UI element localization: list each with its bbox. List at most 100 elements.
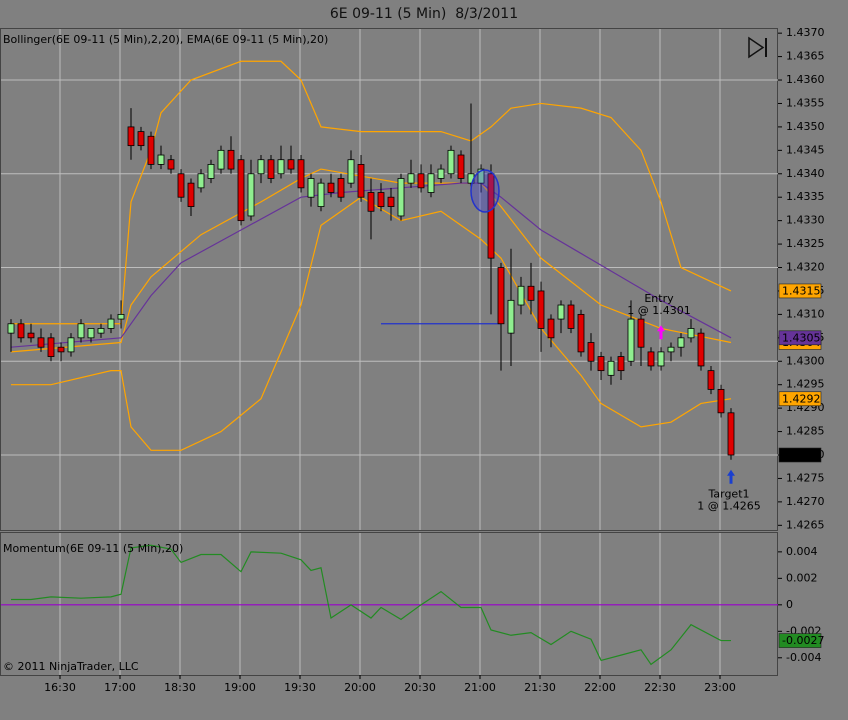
candle-body xyxy=(687,328,695,339)
x-tick-label: 20:30 xyxy=(404,681,436,694)
annotation-label: Target1 xyxy=(707,488,749,501)
candle-body xyxy=(617,356,625,372)
candle-body xyxy=(107,318,115,329)
candle-body xyxy=(227,149,235,170)
candle-body xyxy=(17,323,25,339)
play-button[interactable] xyxy=(748,36,767,59)
candle-body xyxy=(557,304,565,320)
candle-body xyxy=(377,192,385,207)
entry-arrow xyxy=(657,325,665,340)
candle-body xyxy=(217,149,225,170)
candle-body xyxy=(437,168,445,179)
value-box xyxy=(778,330,822,346)
indicator-label: Bollinger(6E 09-11 (5 Min),2,20), EMA(6E… xyxy=(3,33,328,46)
candle-body xyxy=(297,159,305,189)
x-tick-label: 19:00 xyxy=(224,681,256,694)
candle-body xyxy=(167,159,175,170)
x-tick-label: 18:30 xyxy=(164,681,196,694)
candle-body xyxy=(207,163,215,179)
momentum-line xyxy=(11,544,731,666)
candle-body xyxy=(667,346,675,353)
x-tick-label: 20:00 xyxy=(344,681,376,694)
candle-body xyxy=(137,131,145,147)
candle-body xyxy=(97,328,105,334)
candle-body xyxy=(637,318,645,348)
value-box-label: 1.4280 xyxy=(782,449,821,462)
momentum-label: Momentum(6E 09-11 (5 Min),20) xyxy=(3,542,183,555)
candle-body xyxy=(697,332,705,367)
y-tick-label: 1.4300 xyxy=(786,354,825,367)
indicator-line xyxy=(11,60,732,325)
candle-body xyxy=(267,159,275,179)
candle-body xyxy=(367,192,375,212)
x-tick-label: 22:00 xyxy=(584,681,616,694)
y-tick-label: 1.4335 xyxy=(786,190,825,203)
candle-body xyxy=(77,323,85,339)
candle-body xyxy=(307,178,315,198)
candle-body xyxy=(677,337,685,348)
x-tick-label: 19:30 xyxy=(284,681,316,694)
candle-body xyxy=(47,337,55,357)
y-tick-label: 1.4295 xyxy=(786,378,825,391)
candle-body xyxy=(287,159,295,170)
y-tick-label: -0.004 xyxy=(786,651,821,664)
candle-body xyxy=(587,342,595,362)
y-tick-label: 1.4320 xyxy=(786,261,825,274)
candle-body xyxy=(547,318,555,339)
candle-body xyxy=(527,285,535,301)
candle-body xyxy=(487,173,495,259)
candle-body xyxy=(147,135,155,165)
candle-body xyxy=(117,313,125,320)
annotation-detail: 1 @ 1.4265 xyxy=(697,500,760,513)
candle-body xyxy=(67,337,75,353)
x-tick-label: 22:30 xyxy=(644,681,676,694)
candle-body xyxy=(727,412,735,456)
y-tick-label: 0.004 xyxy=(786,545,818,558)
candle-body xyxy=(607,360,615,376)
axes: 1.4370 1.4365 1.4360 1.4355 1.4350 1.4345 1.43… xyxy=(44,26,824,694)
value-box xyxy=(778,283,822,299)
y-tick-label: 1.4365 xyxy=(786,50,825,63)
candle-body xyxy=(417,173,425,189)
candle-body xyxy=(567,304,575,329)
indicator-line xyxy=(10,168,732,353)
x-tick-label: 17:00 xyxy=(104,681,136,694)
candle-body xyxy=(647,351,655,367)
candle-body xyxy=(387,196,395,207)
candle-body xyxy=(357,163,365,198)
candle-body xyxy=(517,285,525,306)
play-icon[interactable] xyxy=(748,36,765,59)
candle-body xyxy=(347,159,355,184)
value-box xyxy=(778,633,822,648)
y-tick-label: 1.4340 xyxy=(786,167,825,180)
candle-body xyxy=(197,173,205,189)
y-tick-label: 1.4350 xyxy=(786,120,825,133)
grid xyxy=(1,29,778,675)
value-box xyxy=(778,391,822,407)
value-box xyxy=(778,447,822,463)
candle-body xyxy=(427,173,435,193)
annotation-label: Entry xyxy=(644,292,674,305)
y-tick-label: 1.4265 xyxy=(786,518,825,531)
y-tick-label: 1.4285 xyxy=(786,425,825,438)
candle-body xyxy=(177,173,185,198)
candle-body xyxy=(37,337,45,348)
momentum-panel xyxy=(0,532,778,676)
value-box-label: 1.4292 xyxy=(782,392,821,405)
candle-body xyxy=(707,370,715,390)
candle-body xyxy=(717,388,725,414)
y-tick-label: 1.4345 xyxy=(786,143,825,156)
y-tick-label: 0 xyxy=(786,598,793,611)
y-tick-label: 1.4360 xyxy=(786,73,825,86)
y-tick-label: 1.4325 xyxy=(786,237,825,250)
candle-body xyxy=(87,328,95,339)
y-tick-label: 1.4355 xyxy=(786,96,825,109)
y-tick-label: 1.4330 xyxy=(786,214,825,227)
candle-body xyxy=(277,159,285,175)
copyright: © 2011 NinjaTrader, LLC xyxy=(3,660,139,673)
x-tick-label: 23:00 xyxy=(704,681,736,694)
candle-body xyxy=(497,267,505,325)
candle-body xyxy=(337,178,345,198)
y-tick-label: 0.002 xyxy=(786,571,818,584)
